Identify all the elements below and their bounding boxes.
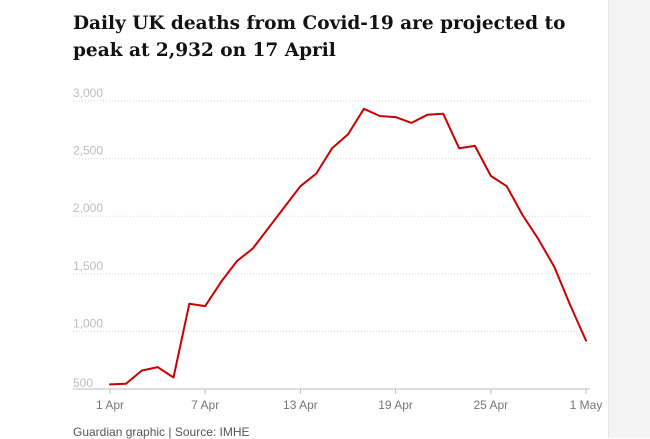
x-tick-label: 1 Apr	[96, 398, 124, 412]
chart-card: Daily UK deaths from Covid-19 are projec…	[73, 13, 603, 439]
y-tick-label: 1,000	[73, 316, 103, 330]
x-tick-label: 19 Apr	[378, 398, 413, 412]
y-tick-label: 2,000	[73, 201, 103, 215]
y-tick-label: 3,000	[73, 86, 103, 100]
y-tick-label: 1,500	[73, 259, 103, 273]
x-tick-label: 1 May	[570, 398, 603, 412]
x-tick-label: 13 Apr	[283, 398, 318, 412]
page-margin-panel	[608, 0, 650, 438]
y-tick-label: 2,500	[73, 144, 103, 158]
series-line	[109, 107, 587, 386]
chart-title: Daily UK deaths from Covid-19 are projec…	[73, 13, 566, 61]
x-tick-label: 25 Apr	[473, 398, 508, 412]
x-tick-label: 7 Apr	[191, 398, 219, 412]
chart-source: Guardian graphic | Source: IMHE	[73, 425, 250, 439]
y-tick-label: 500	[73, 376, 93, 390]
